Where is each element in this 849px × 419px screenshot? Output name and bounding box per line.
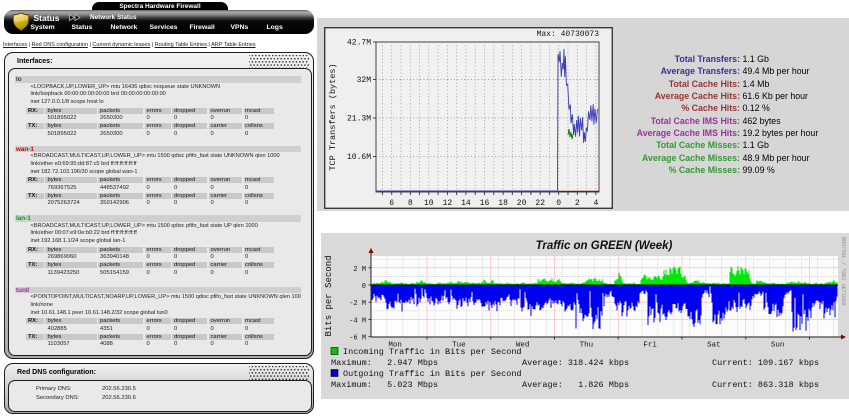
svg-text:2 M: 2 M [353,266,366,274]
svg-text:2: 2 [575,199,580,208]
svg-text:Traffic on GREEN (Week): Traffic on GREEN (Week) [536,240,673,252]
svg-text:18: 18 [498,199,508,208]
svg-text:Fri: Fri [643,342,657,350]
svg-text:22: 22 [535,199,545,208]
svg-text:0: 0 [362,283,366,291]
svg-text:Maximum: 5.023 Mbps: Maximum: 5.023 Mbps [331,380,438,390]
svg-text:12: 12 [443,199,453,208]
svg-text:Current: 109.167 kbps: Current: 109.167 kbps [712,358,819,368]
svg-text:Mon: Mon [388,342,402,350]
svg-text:Average: 318.424 kbps: Average: 318.424 kbps [522,358,629,368]
svg-text:6: 6 [389,199,394,208]
svg-text:Incoming Traffic in Bits per S: Incoming Traffic in Bits per Second [343,347,522,357]
svg-text:21.3M: 21.3M [347,115,371,124]
svg-text:-4 M: -4 M [349,317,366,325]
svg-text:10: 10 [424,199,434,208]
svg-text:Wed: Wed [516,342,530,350]
svg-text:Outgoing Traffic in Bits per S: Outgoing Traffic in Bits per Second [343,369,522,379]
svg-text:Sun: Sun [771,342,785,350]
svg-text:0: 0 [556,199,561,208]
svg-text:Max: 40730073: Max: 40730073 [537,30,600,39]
svg-text:4: 4 [593,199,598,208]
svg-text:TCP Transfers (bytes): TCP Transfers (bytes) [328,63,338,170]
svg-text:Tue: Tue [452,342,466,350]
svg-text:14: 14 [461,199,471,208]
svg-text:Bits per Second: Bits per Second [324,255,334,336]
svg-text:32M: 32M [357,76,372,85]
svg-text:-6 M: -6 M [349,335,366,343]
svg-text:42.7M: 42.7M [347,39,371,48]
svg-text:Maximum: 2.947 Mbps: Maximum: 2.947 Mbps [331,358,438,368]
svg-text:-2 M: -2 M [349,300,366,308]
svg-text:RRDTOOL / TOBI OETIKER: RRDTOOL / TOBI OETIKER [840,237,846,306]
svg-text:20: 20 [517,199,527,208]
svg-text:Average: 1.826 Mbps: Average: 1.826 Mbps [522,380,629,390]
svg-text:Current: 863.318 kbps: Current: 863.318 kbps [712,380,819,390]
svg-text:16: 16 [480,199,490,208]
svg-text:Sat: Sat [707,342,721,350]
svg-text:8: 8 [408,199,413,208]
svg-text:Thu: Thu [580,342,594,350]
svg-text:10.6M: 10.6M [347,153,371,162]
